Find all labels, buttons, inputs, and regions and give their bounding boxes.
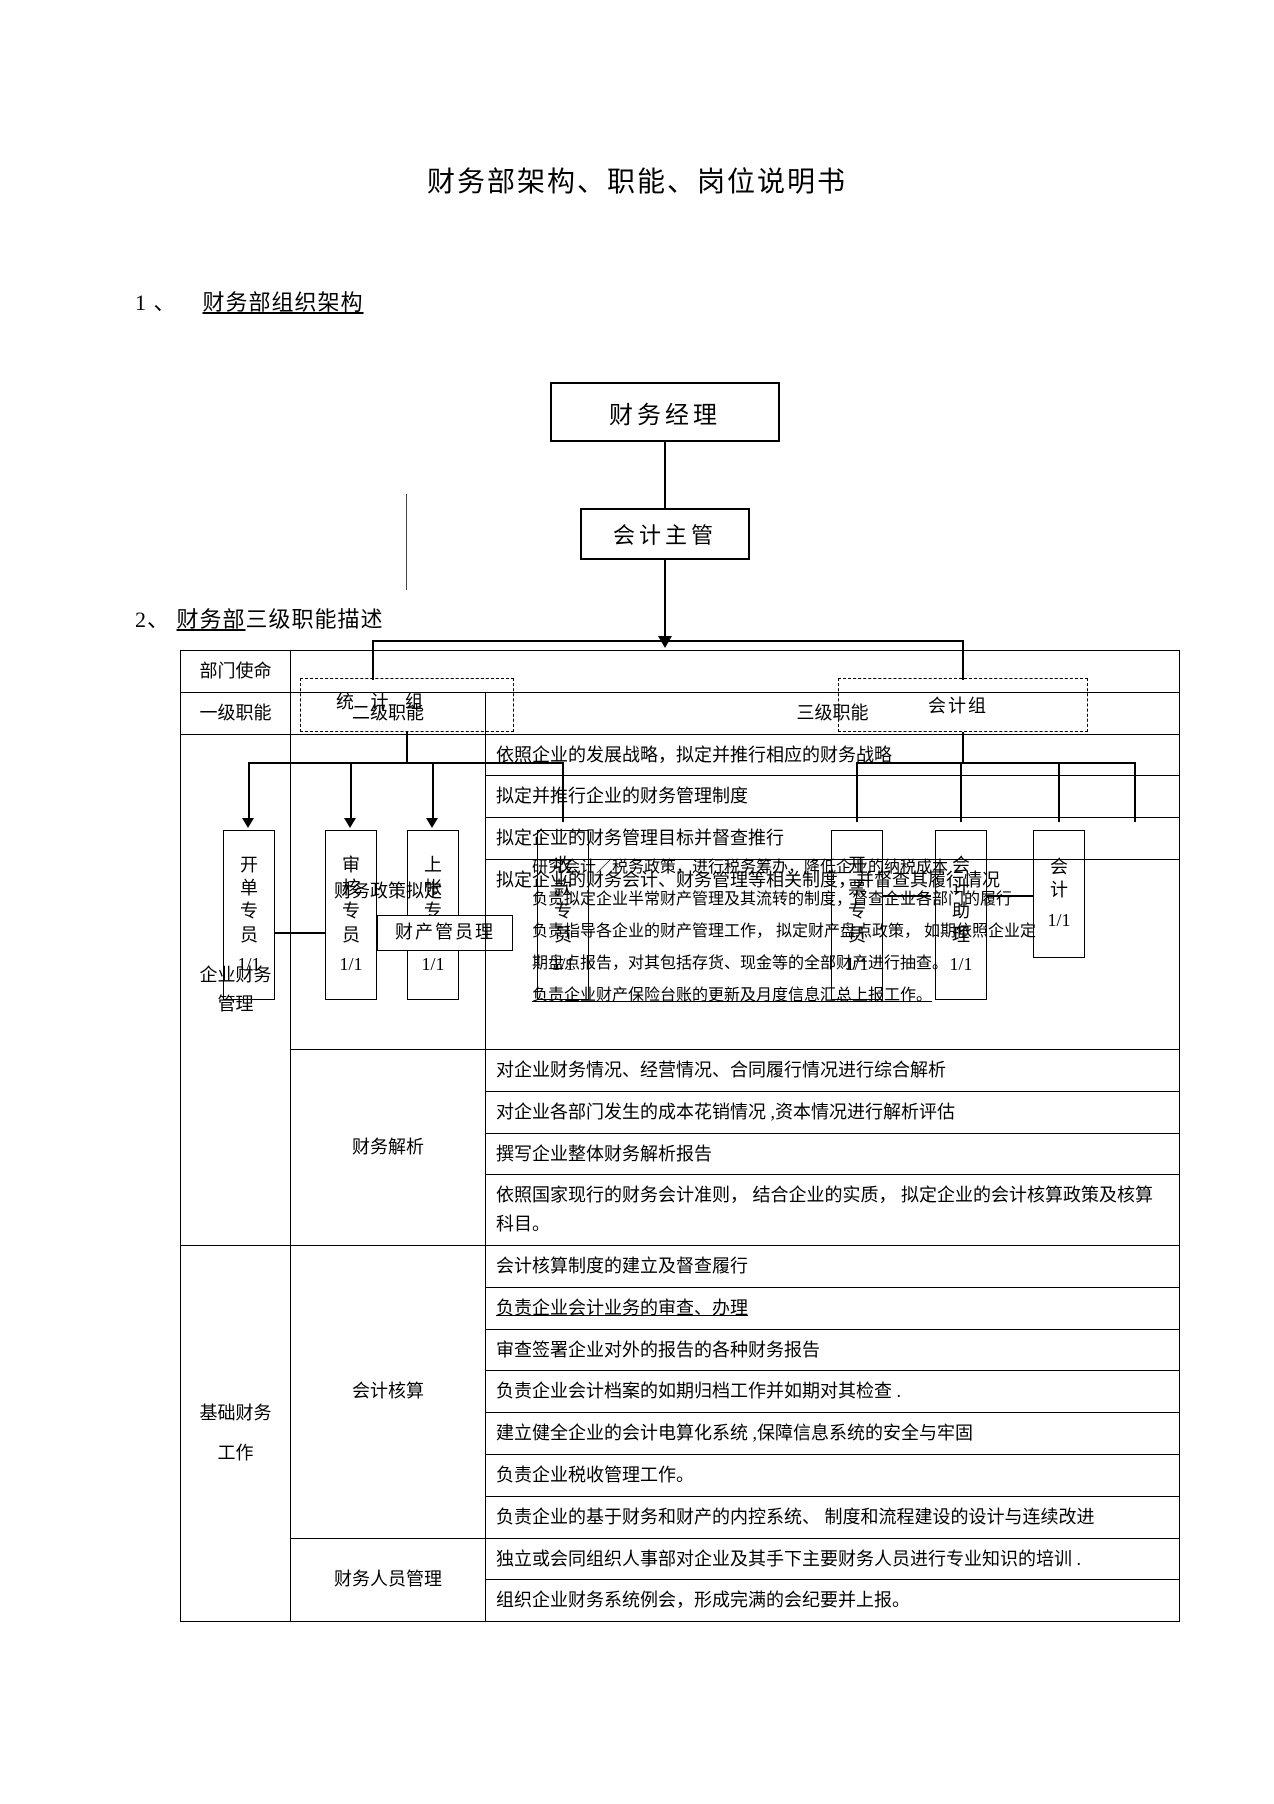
section-2-num: 2、 <box>135 607 170 632</box>
l3-cell: 建立健全企业的会计电算化系统 ,保障信息系统的安全与牢固 <box>486 1413 1180 1455</box>
l3-cell: 会计核算制度的建立及督查履行 <box>486 1245 1180 1287</box>
l3-cell: 拟定企业的财务会计、财务管理等相关制度，并督查其履行情况 <box>486 859 1180 1049</box>
l3-cell: 审查签署企业对外的报告的各种财务报告 <box>486 1329 1180 1371</box>
section-2-heading: 2、 财务部三级职能描述 <box>135 602 384 634</box>
section-2-label-u: 财务部 <box>177 607 246 632</box>
decorative-line <box>406 494 407 590</box>
l3-cell: 拟定并推行企业的财务管理制度 <box>486 776 1180 818</box>
functions-table: 部门使命 一级职能 二级职能 三级职能 企业财务管理 财务政策拟定 依照企业的发… <box>180 650 1180 1622</box>
section-1-num: 1 、 <box>135 290 177 315</box>
hdr-l3: 三级职能 <box>486 692 1180 734</box>
group-label-accounting: 会计组 <box>928 692 988 718</box>
section-2-label-rest: 三级职能描述 <box>246 607 384 632</box>
page-title: 财务部架构、职能、岗位说明书 <box>0 160 1274 200</box>
section-1-label: 财务部组织架构 <box>203 290 364 315</box>
arrow-down-icon <box>658 636 672 648</box>
l3-cell: 负责企业的基于财务和财产的内控系统、 制度和流程建设的设计与连续改进 <box>486 1496 1180 1538</box>
l2-analysis: 财务解析 <box>291 1049 486 1245</box>
l3-cell: 撰写企业整体财务解析报告 <box>486 1133 1180 1175</box>
group-label-statistics: 统 计 组 <box>336 688 429 714</box>
l3-cell: 拟定企业的财务管理目标并督查推行 <box>486 818 1180 860</box>
l1-enterprise-fin: 企业财务管理 <box>181 734 291 1245</box>
l2-personnel: 财务人员管理 <box>291 1538 486 1622</box>
l3-cell: 对企业各部门发生的成本花销情况 ,资本情况进行解析评估 <box>486 1091 1180 1133</box>
section-1-heading: 1 、 财务部组织架构 <box>135 285 364 317</box>
org-box-accounting-supervisor: 会计主管 <box>580 508 750 560</box>
connector-line <box>372 640 962 642</box>
l3-cell: 负责企业税收管理工作。 <box>486 1454 1180 1496</box>
l3-cell: 依照国家现行的财务会计准则， 结合企业的实质， 拟定企业的会计核算政策及核算科目… <box>486 1175 1180 1246</box>
l3-cell: 组织企业财务系统例会，形成完满的会纪要并上报。 <box>486 1580 1180 1622</box>
hdr-mission: 部门使命 <box>181 651 291 693</box>
connector-line <box>664 560 666 640</box>
l2-policy: 财务政策拟定 <box>291 734 486 1049</box>
l3-cell: 独立或会同组织人事部对企业及其手下主要财务人员进行专业知识的培训 . <box>486 1538 1180 1580</box>
l3-cell: 负责企业会计业务的审查、办理 <box>486 1287 1180 1329</box>
connector-line <box>664 442 666 508</box>
hdr-l1: 一级职能 <box>181 692 291 734</box>
org-label-accounting-supervisor: 会计主管 <box>613 518 717 550</box>
l3-cell: 对企业财务情况、经营情况、合同履行情况进行综合解析 <box>486 1049 1180 1091</box>
org-label-finance-manager: 财务经理 <box>609 395 721 430</box>
l2-accounting: 会计核算 <box>291 1245 486 1538</box>
l1-basic-fin: 基础财务工作 <box>181 1245 291 1621</box>
l3-cell: 负责企业会计档案的如期归档工作并如期对其检查 . <box>486 1371 1180 1413</box>
l3-cell: 依照企业的发展战略，拟定并推行相应的财务战略 <box>486 734 1180 776</box>
org-box-finance-manager: 财务经理 <box>550 382 780 442</box>
